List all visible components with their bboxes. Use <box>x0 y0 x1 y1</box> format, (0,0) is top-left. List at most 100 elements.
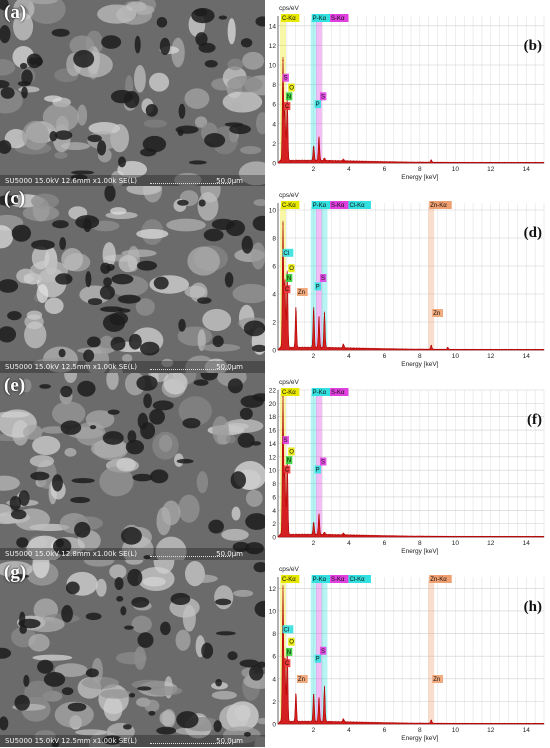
peak-point <box>284 657 286 660</box>
peak-point <box>282 587 284 589</box>
top-element-label-bg <box>348 201 371 209</box>
x-tick-label: 6 <box>383 540 387 547</box>
peak-point <box>313 307 315 309</box>
sem-caption-bar: SU5000 15.0kV 12.8mm x1.00k SE(L) 50.0μm <box>0 548 265 560</box>
y-tick-label: 8 <box>272 236 276 243</box>
element-marker-bg <box>314 654 322 663</box>
element-band <box>315 394 322 537</box>
top-element-label: C-Kα <box>282 16 296 22</box>
y-tick-label: 10 <box>269 608 277 615</box>
x-axis-label: Energy [keV] <box>401 735 438 742</box>
peak-point <box>282 396 284 398</box>
y-tick-label: 4 <box>272 121 276 128</box>
element-marker: C <box>285 104 290 110</box>
element-marker: P <box>316 657 320 663</box>
peak-point <box>323 533 326 535</box>
eds-chart-svg: 0 2 4 6 8 10 2 4 6 8 10 12 14 cps/eV Energy [keV] C-Kα P… <box>269 192 545 368</box>
element-marker-bg <box>432 675 444 684</box>
y-tick-label: 10 <box>269 63 277 70</box>
y-tick-label: 6 <box>272 264 276 271</box>
eds-spectrum-f: 0 2 4 6 8 10 12 14 16 18 20 22 2 4 6 8 10 12 14 cps/eV Energ… <box>266 374 550 561</box>
y-tick-label: 0 <box>272 161 276 168</box>
element-marker: S <box>321 276 325 282</box>
y-tick-label: 18 <box>269 414 277 421</box>
chart-panel-label: (h) <box>523 599 542 615</box>
element-band <box>315 581 322 724</box>
element-marker-bg <box>288 83 295 92</box>
peak-point <box>342 720 345 722</box>
x-tick-label: 6 <box>383 727 387 734</box>
x-tick-label: 14 <box>523 727 531 734</box>
element-marker-bg <box>319 274 327 282</box>
element-band <box>428 207 435 350</box>
top-element-label: S-Kα <box>331 16 345 22</box>
eds-spectrum-b: 0 2 4 6 8 10 12 14 2 4 6 8 10 12 14 cps/eV Energy [keV] C… <box>266 0 550 187</box>
peak-point <box>447 347 449 349</box>
peak-point <box>323 313 326 315</box>
x-tick-label: 10 <box>452 166 460 173</box>
x-tick-label: 2 <box>312 166 316 173</box>
element-marker: Cl <box>284 627 290 633</box>
element-band <box>310 394 317 537</box>
top-element-label: S-Kα <box>331 203 345 209</box>
top-element-label-bg <box>429 575 452 583</box>
x-tick-label: 12 <box>487 166 495 173</box>
scale-bar-label: 50.0μm <box>216 737 243 745</box>
sem-caption: SU5000 15.0kV 12.5mm x1.00k SE(L) <box>5 737 137 745</box>
element-marker: P <box>316 468 320 474</box>
top-element-label: Zn-Kα <box>430 203 447 209</box>
peak-point <box>342 160 345 162</box>
peak-point <box>284 279 286 281</box>
peak-point <box>282 59 284 61</box>
x-tick-label: 4 <box>347 353 351 360</box>
element-marker-bg <box>285 92 293 101</box>
top-element-label-bg <box>311 14 331 22</box>
spectrum-trace <box>277 220 545 351</box>
element-marker-bg <box>319 92 327 101</box>
element-marker-bg <box>296 675 308 684</box>
y-tick-label: 0 <box>272 535 276 542</box>
y-axis-label: cps/eV <box>279 566 300 573</box>
top-element-label-bg <box>280 201 300 209</box>
x-axis-label: Energy [keV] <box>401 548 438 555</box>
x-tick-label: 8 <box>418 540 422 547</box>
element-marker: S <box>321 649 325 655</box>
element-marker: O <box>289 449 294 455</box>
scale-ticks <box>150 555 230 557</box>
scale-ticks <box>150 368 230 370</box>
element-marker: Cl <box>284 251 290 257</box>
element-marker: Zn <box>298 677 305 683</box>
element-marker-bg <box>319 457 327 466</box>
element-marker-bg <box>285 647 293 656</box>
peak-point <box>430 345 432 347</box>
x-tick-label: 12 <box>487 540 495 547</box>
peak-point <box>286 272 288 274</box>
x-tick-label: 8 <box>418 166 422 173</box>
x-tick-label: 10 <box>452 353 460 360</box>
y-axis-label: cps/eV <box>279 5 300 12</box>
y-tick-label: 12 <box>269 586 277 593</box>
y-tick-label: 0 <box>272 348 276 355</box>
element-marker: P <box>316 284 320 290</box>
y-tick-label: 2 <box>272 320 276 327</box>
scale-ticks <box>150 182 230 184</box>
top-element-label: P-Kα <box>313 16 327 22</box>
element-marker-bg <box>432 309 444 317</box>
top-element-label: P-Kα <box>313 203 327 209</box>
element-marker-bg <box>319 646 327 655</box>
x-tick-label: 10 <box>452 727 460 734</box>
element-band <box>315 20 322 163</box>
element-marker-bg <box>288 637 295 646</box>
sem-image-e: (e) SU5000 15.0kV 12.8mm x1.00k SE(L) 50… <box>0 373 265 560</box>
peak-point <box>318 515 320 517</box>
peak-point <box>430 159 432 162</box>
element-marker: Zn <box>433 311 440 317</box>
peak-point <box>318 317 320 319</box>
top-element-label: C-Kα <box>282 203 296 209</box>
sem-caption: SU5000 15.0kV 12.5mm x1.00k SE(L) <box>5 363 137 371</box>
x-tick-label: 12 <box>487 727 495 734</box>
element-marker: S <box>284 76 288 82</box>
element-marker: N <box>287 458 291 464</box>
element-marker-bg <box>285 274 293 282</box>
sem-caption: SU5000 15.0kV 12.6mm x1.00k SE(L) <box>5 177 137 185</box>
